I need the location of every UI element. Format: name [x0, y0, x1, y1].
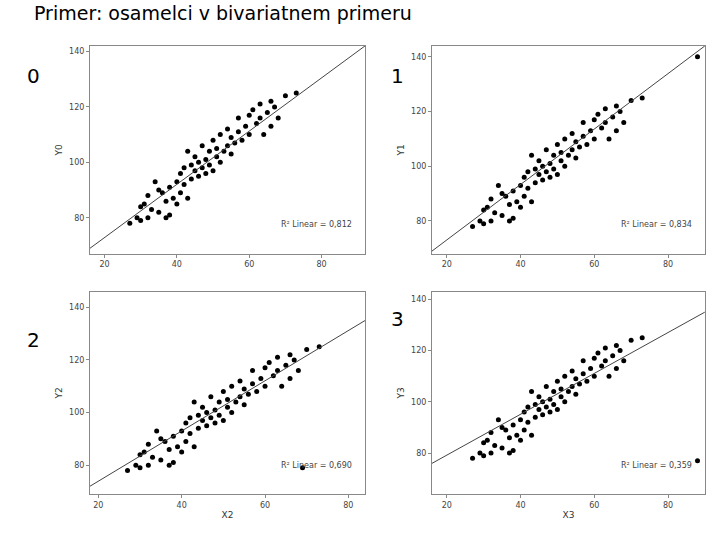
svg-text:R² Linear = 0,834: R² Linear = 0,834: [621, 220, 692, 229]
svg-text:20: 20: [442, 260, 452, 269]
svg-text:2: 2: [27, 328, 40, 352]
svg-text:20: 20: [99, 260, 109, 269]
svg-text:40: 40: [515, 501, 525, 510]
svg-text:X2: X2: [222, 510, 234, 520]
svg-text:140: 140: [69, 47, 84, 56]
svg-text:20: 20: [442, 501, 452, 510]
svg-text:120: 120: [69, 103, 84, 112]
svg-text:100: 100: [411, 398, 426, 407]
svg-text:40: 40: [515, 260, 525, 269]
svg-text:80: 80: [74, 461, 84, 470]
svg-text:60: 60: [260, 501, 270, 510]
svg-text:80: 80: [663, 260, 673, 269]
svg-text:40: 40: [172, 260, 182, 269]
svg-text:100: 100: [411, 162, 426, 171]
svg-text:140: 140: [69, 303, 84, 312]
svg-text:120: 120: [69, 356, 84, 365]
svg-text:80: 80: [416, 217, 426, 226]
svg-text:140: 140: [411, 295, 426, 304]
svg-text:60: 60: [244, 260, 254, 269]
svg-text:60: 60: [589, 260, 599, 269]
svg-text:0: 0: [27, 64, 40, 88]
svg-text:60: 60: [589, 501, 599, 510]
svg-text:Y3: Y3: [396, 387, 406, 399]
svg-text:Y0: Y0: [54, 144, 64, 156]
svg-text:R² Linear = 0,690: R² Linear = 0,690: [281, 461, 352, 470]
svg-text:120: 120: [411, 346, 426, 355]
svg-text:R² Linear = 0,359: R² Linear = 0,359: [621, 461, 692, 470]
svg-text:100: 100: [69, 158, 84, 167]
svg-text:Y1: Y1: [396, 144, 406, 156]
svg-text:140: 140: [411, 53, 426, 62]
svg-text:R² Linear = 0,812: R² Linear = 0,812: [281, 220, 352, 229]
svg-text:100: 100: [69, 408, 84, 417]
svg-text:Primer: osamelci v bivariatnem: Primer: osamelci v bivariatnem primeru: [34, 2, 412, 24]
svg-text:Y2: Y2: [54, 387, 64, 399]
svg-text:20: 20: [93, 501, 103, 510]
svg-text:1: 1: [391, 64, 404, 88]
svg-text:80: 80: [74, 214, 84, 223]
svg-text:80: 80: [343, 501, 353, 510]
svg-text:40: 40: [177, 501, 187, 510]
svg-text:80: 80: [317, 260, 327, 269]
svg-text:120: 120: [411, 107, 426, 116]
svg-text:80: 80: [416, 449, 426, 458]
svg-text:80: 80: [663, 501, 673, 510]
svg-text:X3: X3: [562, 510, 574, 520]
svg-text:3: 3: [391, 307, 404, 331]
